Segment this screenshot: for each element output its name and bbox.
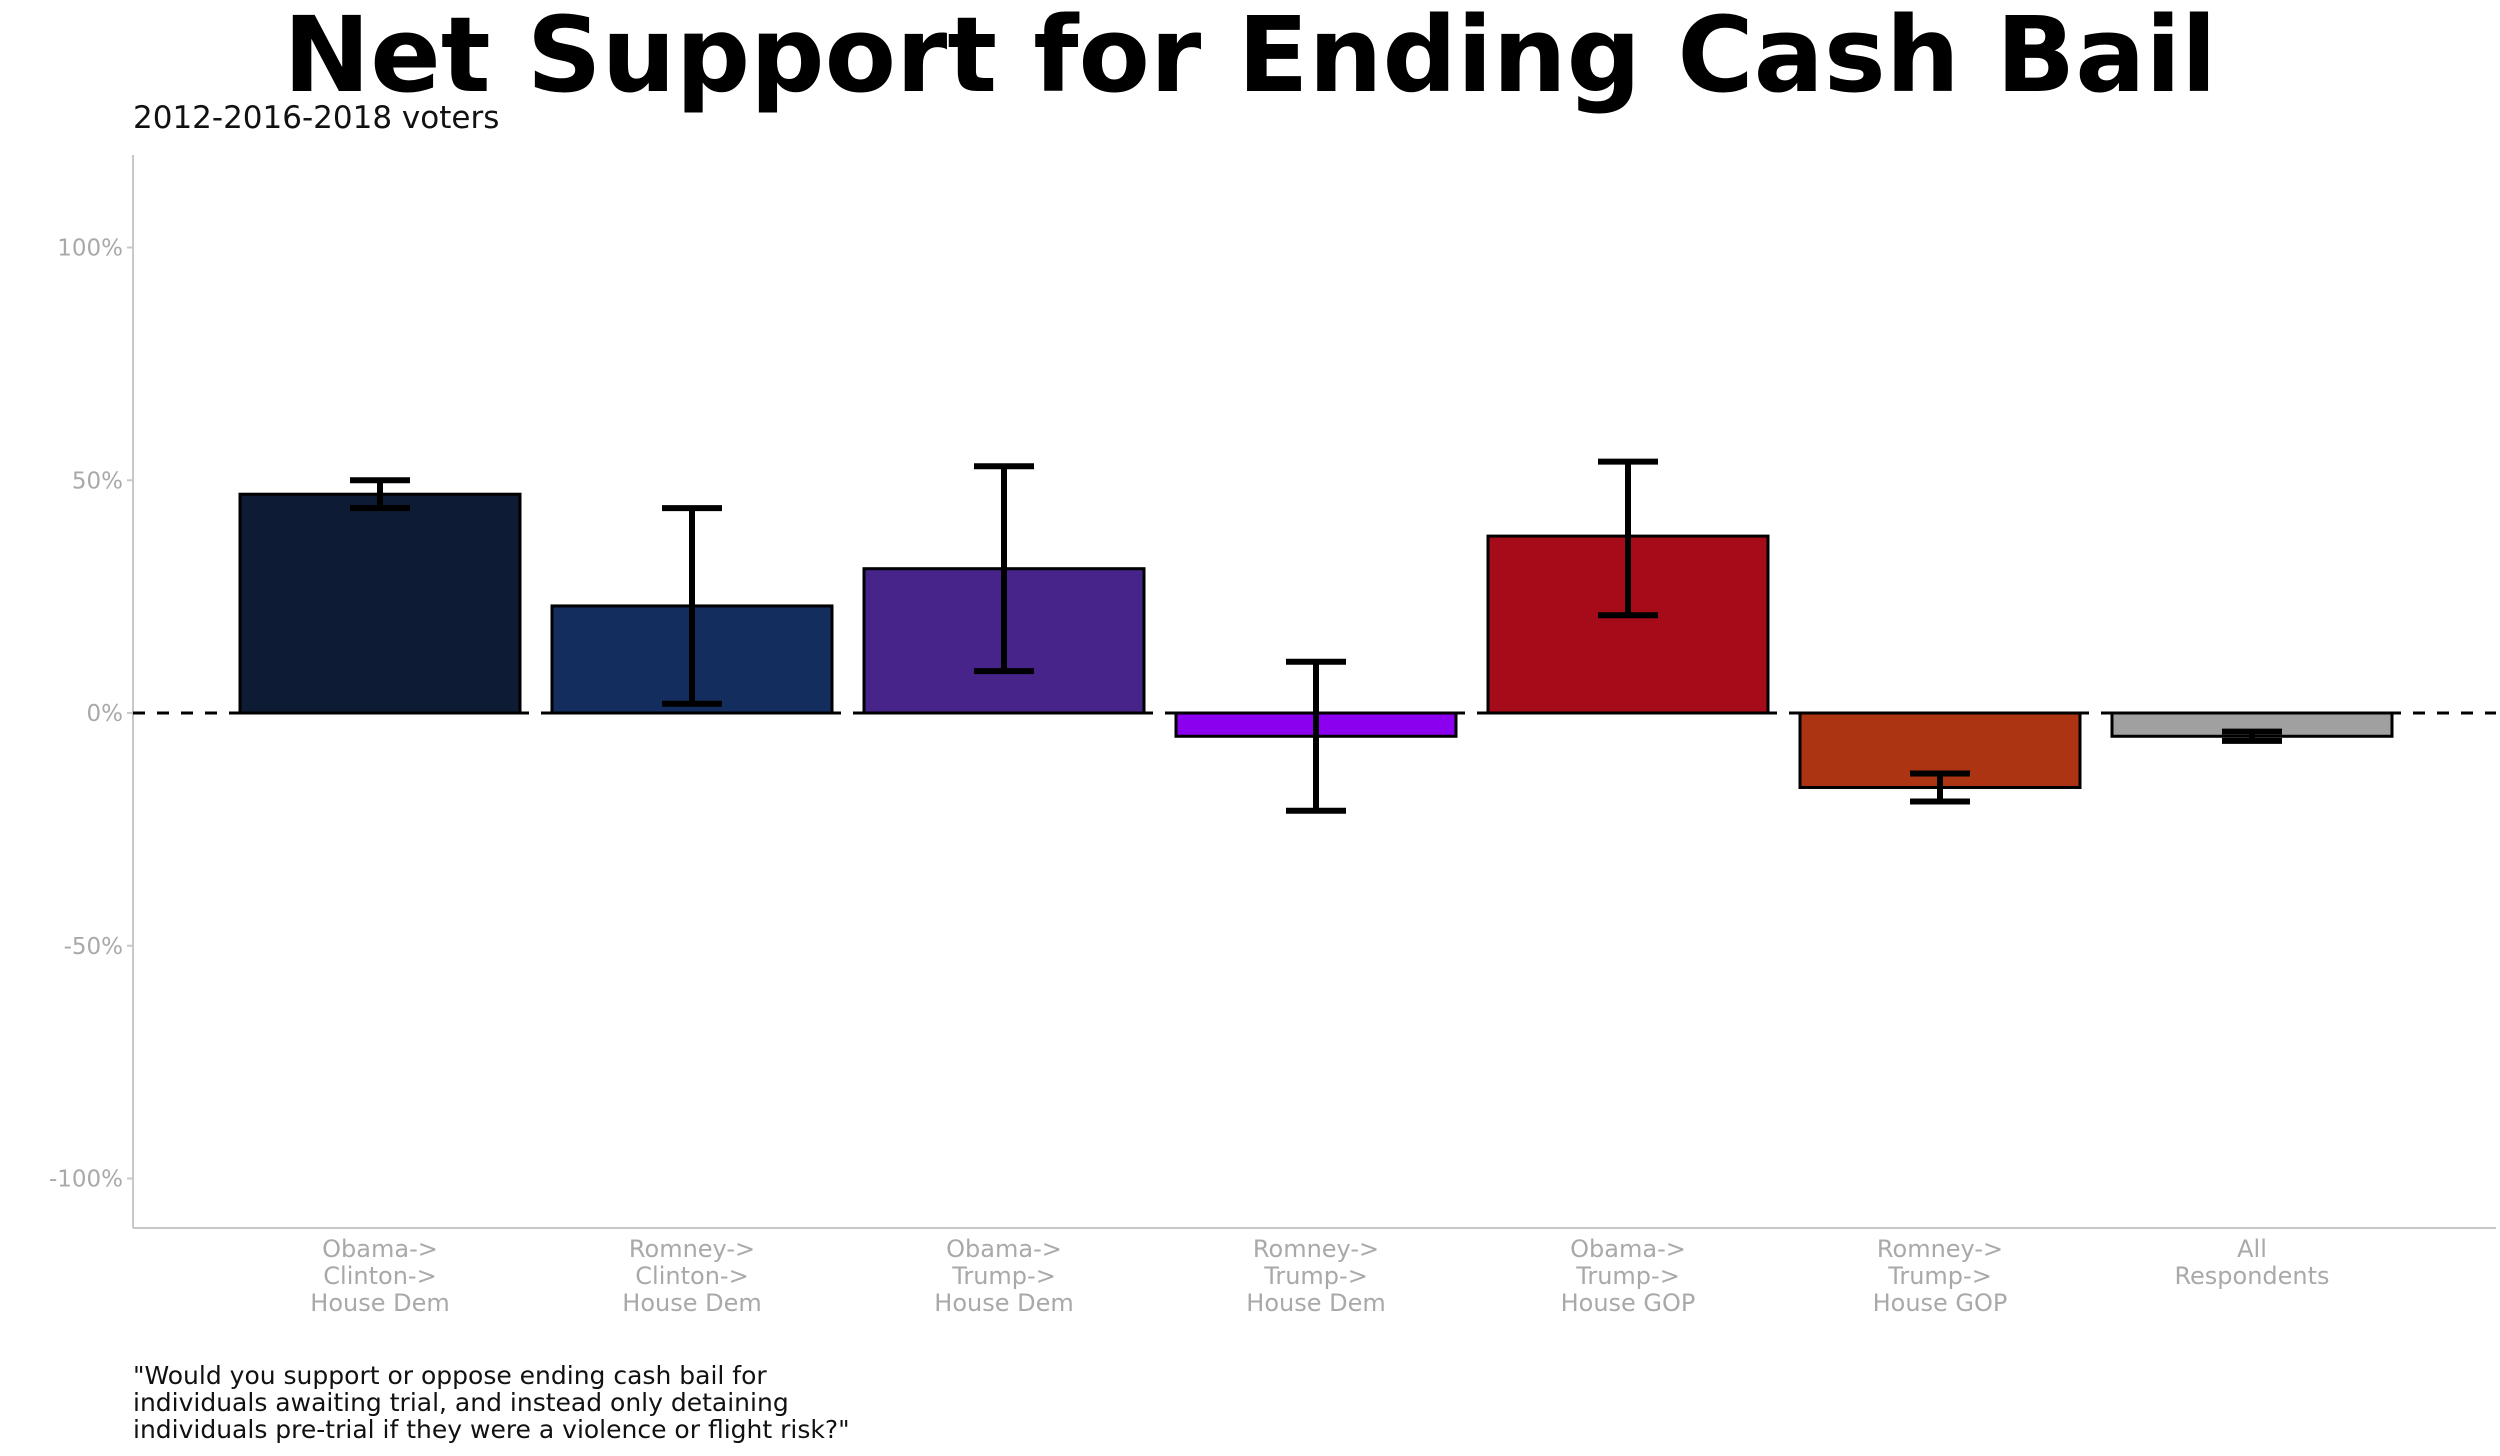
chart-subtitle: 2012-2016-2018 voters — [133, 100, 500, 136]
caption-line: "Would you support or oppose ending cash… — [133, 1361, 767, 1390]
x-category-label: Obama-> — [322, 1235, 438, 1263]
x-category-label: Obama-> — [946, 1235, 1062, 1263]
x-category-label: All — [2237, 1235, 2267, 1263]
y-tick-label: 50% — [72, 468, 123, 494]
error-bar — [974, 463, 1034, 675]
x-axis-categories: Obama->Clinton->House DemRomney->Clinton… — [310, 1235, 2329, 1317]
chart-title: Net Support for Ending Cash Bail — [283, 0, 2217, 116]
chart-caption: "Would you support or oppose ending cash… — [133, 1362, 1033, 1443]
y-tick-label: -50% — [64, 934, 123, 960]
axes — [132, 155, 2496, 1229]
x-category-label: House GOP — [1873, 1289, 2008, 1317]
x-category-label: Clinton-> — [323, 1262, 436, 1290]
y-axis-ticks: 100% 50% 0% -50% -100% — [49, 236, 133, 1193]
x-category-label: House Dem — [934, 1289, 1073, 1317]
error-bar — [2222, 728, 2282, 744]
x-category-label: Obama-> — [1570, 1235, 1686, 1263]
y-tick-label: 100% — [57, 236, 123, 262]
x-category-label: House Dem — [622, 1289, 761, 1317]
caption-line: individuals awaiting trial, and instead … — [133, 1388, 789, 1417]
error-bar — [1910, 770, 1970, 805]
bar — [238, 492, 522, 715]
x-category-label: Romney-> — [1877, 1235, 2003, 1263]
error-bar — [1598, 458, 1658, 619]
x-category-label: Trump-> — [1575, 1262, 1680, 1290]
error-bar — [662, 505, 722, 707]
x-category-label: Romney-> — [629, 1235, 755, 1263]
caption-line: individuals pre-trial if they were a vio… — [133, 1415, 850, 1444]
error-bar — [1286, 658, 1346, 814]
error-bars — [350, 458, 2282, 814]
y-tick-label: 0% — [87, 701, 124, 727]
x-category-label: House GOP — [1561, 1289, 1696, 1317]
x-category-label: Clinton-> — [635, 1262, 748, 1290]
error-bar — [350, 477, 410, 512]
x-category-label: Respondents — [2174, 1262, 2329, 1290]
y-tick-label: -100% — [49, 1167, 123, 1193]
x-category-label: Trump-> — [1887, 1262, 1992, 1290]
x-category-label: House Dem — [310, 1289, 449, 1317]
x-category-label: House Dem — [1246, 1289, 1385, 1317]
x-category-label: Trump-> — [1263, 1262, 1368, 1290]
x-category-label: Romney-> — [1253, 1235, 1379, 1263]
x-category-label: Trump-> — [951, 1262, 1056, 1290]
